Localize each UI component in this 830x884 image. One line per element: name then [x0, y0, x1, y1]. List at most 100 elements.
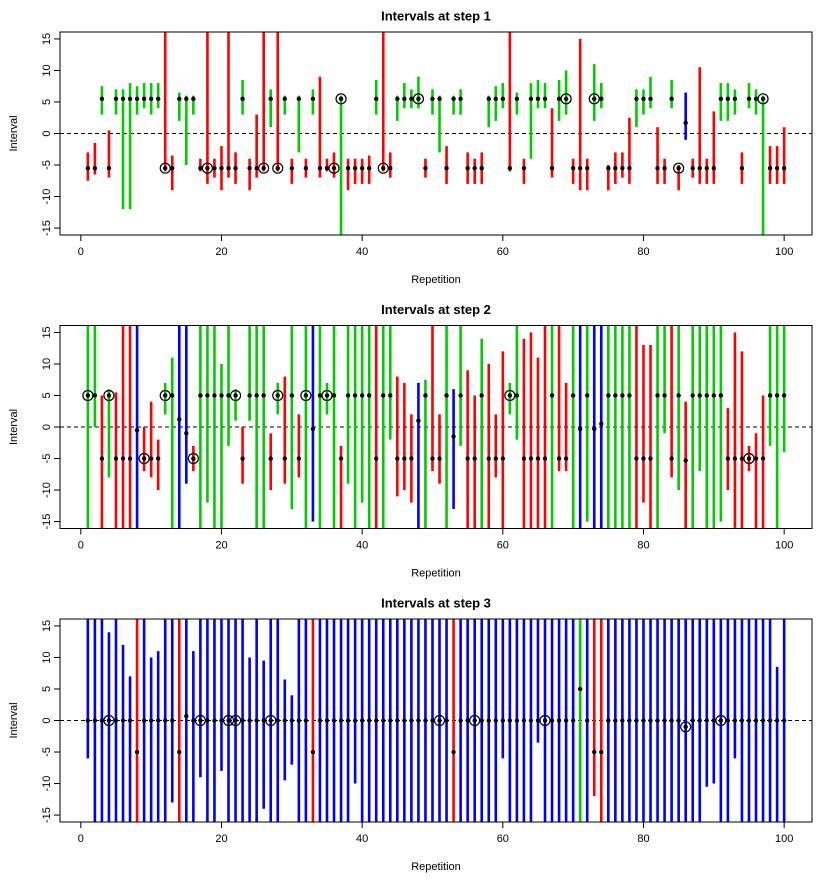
estimate: [697, 165, 702, 171]
estimate: [163, 718, 168, 723]
estimate: [458, 718, 463, 723]
estimate: [127, 456, 133, 461]
estimate: [500, 96, 506, 102]
estimate: [191, 718, 196, 723]
plot-frame: [59, 31, 813, 236]
estimate: [155, 96, 161, 102]
estimate: [585, 165, 590, 171]
estimate: [732, 96, 738, 102]
estimate: [374, 456, 379, 461]
estimate: [760, 96, 766, 102]
estimate: [444, 718, 449, 723]
estimate: [409, 96, 414, 102]
x-tick-label: 20: [215, 833, 227, 845]
estimate: [120, 718, 126, 723]
highlight-ring: [680, 721, 692, 733]
highlight-ring: [743, 452, 755, 465]
estimate: [381, 393, 386, 398]
estimate: [416, 418, 421, 423]
estimate: [648, 718, 653, 723]
panel: Intervals at step 3 Repetition Interval 0 20…: [8, 595, 813, 873]
estimate: [521, 165, 527, 171]
estimate: [563, 456, 569, 461]
estimate: [99, 456, 105, 461]
estimate: [92, 718, 98, 723]
estimate: [767, 393, 773, 398]
estimate: [437, 456, 442, 461]
estimate: [585, 393, 590, 398]
estimate: [402, 96, 407, 102]
y-tick-label: 5: [41, 99, 53, 105]
estimate: [352, 165, 358, 171]
chart-title: Intervals at step 2: [381, 302, 491, 317]
estimate: [359, 393, 365, 398]
estimate: [486, 456, 491, 461]
estimate: [352, 718, 358, 723]
estimate: [423, 165, 428, 171]
highlight-ring: [103, 714, 115, 727]
estimate: [303, 393, 309, 398]
estimate: [451, 749, 456, 755]
estimate: [317, 165, 323, 171]
estimate: [718, 393, 724, 398]
estimate: [753, 96, 759, 102]
estimate: [500, 718, 506, 723]
estimate: [493, 718, 498, 723]
estimate: [711, 393, 717, 398]
estimate: [106, 718, 112, 723]
estimate: [212, 393, 217, 398]
estimate: [662, 165, 667, 171]
x-tick-label: 40: [356, 246, 368, 258]
estimate: [85, 718, 91, 723]
highlight-ring: [194, 714, 206, 727]
estimate: [725, 456, 731, 461]
y-tick-label: 10: [41, 651, 53, 663]
estimate: [289, 718, 295, 723]
estimate: [155, 456, 161, 461]
estimate: [205, 718, 210, 723]
estimate: [570, 393, 576, 398]
estimate: [641, 718, 646, 723]
chart-title: Intervals at step 3: [381, 595, 491, 610]
estimate: [338, 718, 344, 723]
estimate: [423, 393, 428, 398]
estimate: [198, 718, 203, 723]
y-tick-label: 5: [41, 686, 53, 692]
estimate: [289, 393, 295, 398]
estimate: [359, 718, 365, 723]
estimate: [430, 96, 435, 102]
highlight-ring: [159, 162, 171, 174]
estimate: [233, 165, 238, 171]
estimate: [191, 456, 196, 461]
estimate: [479, 165, 484, 171]
x-axis-label: Repetition: [411, 861, 461, 873]
estimate: [592, 96, 597, 102]
x-tick-label: 20: [215, 539, 227, 551]
estimate: [374, 96, 379, 102]
highlight-ring: [272, 389, 284, 402]
estimate: [430, 718, 435, 723]
estimate: [345, 718, 351, 723]
y-tick-label: 15: [41, 326, 53, 338]
estimate: [395, 718, 400, 723]
estimate: [549, 393, 555, 398]
estimate: [141, 96, 147, 102]
estimate: [345, 393, 351, 398]
y-tick-label: -5: [41, 160, 53, 170]
highlight-ring: [258, 162, 270, 174]
highlight-ring: [560, 93, 572, 105]
estimate: [634, 718, 639, 723]
estimate: [718, 96, 724, 102]
estimate: [148, 718, 154, 723]
highlight-ring: [321, 389, 333, 402]
estimate: [774, 718, 780, 723]
y-tick-label: -15: [41, 514, 53, 530]
estimate: [402, 456, 407, 461]
y-axis-label: Interval: [8, 409, 20, 445]
estimate: [620, 393, 625, 398]
estimate: [177, 417, 182, 422]
highlight-ring: [159, 389, 171, 402]
estimate: [514, 393, 520, 398]
estimate: [599, 749, 604, 755]
estimate: [296, 718, 302, 723]
